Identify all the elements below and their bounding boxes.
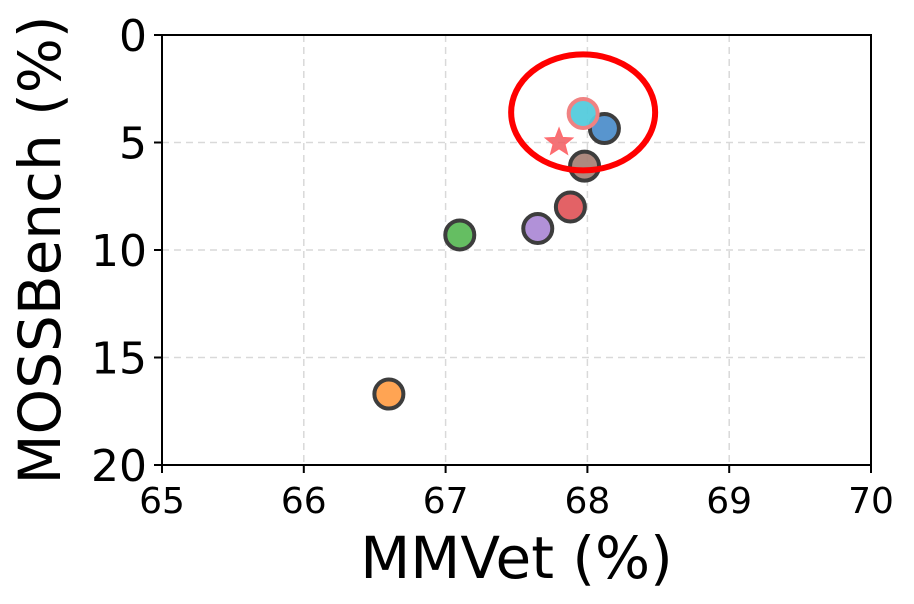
x-tick-label: 67	[423, 481, 469, 522]
y-tick-label: 5	[119, 119, 147, 170]
points-layer	[372, 96, 621, 411]
scatter-point	[566, 96, 600, 130]
grid-layer	[162, 35, 871, 465]
x-axis-label: MMVet (%)	[360, 524, 673, 592]
ticks-layer: 65 66 67 68 69 70 0 5 10 15 20	[91, 11, 894, 522]
y-tick-label: 10	[91, 226, 147, 277]
scatter-point	[372, 377, 406, 411]
scatter-point	[568, 149, 602, 183]
y-tick-label: 20	[91, 441, 147, 492]
y-axis-label: MOSSBench (%)	[6, 15, 74, 484]
y-tick-label: 15	[91, 334, 147, 385]
x-tick-label: 69	[706, 481, 752, 522]
x-tick-label: 65	[139, 481, 185, 522]
x-tick-label: 68	[564, 481, 610, 522]
x-tick-label: 66	[281, 481, 327, 522]
scatter-point	[443, 218, 477, 252]
scatter-point	[553, 190, 587, 224]
highlight-layer	[508, 51, 659, 174]
scatter-point	[521, 212, 555, 245]
highlight-ellipse	[508, 51, 659, 174]
star-point	[543, 126, 575, 156]
y-tick-label: 0	[119, 11, 147, 62]
x-tick-label: 70	[848, 481, 894, 522]
